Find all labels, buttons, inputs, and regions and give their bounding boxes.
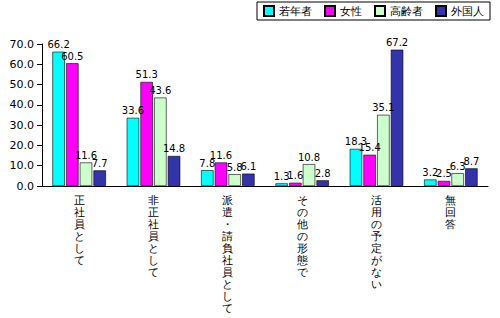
svg-text:0.0: 0.0	[17, 180, 35, 193]
svg-text:派: 派	[222, 193, 234, 207]
svg-text:正: 正	[148, 205, 159, 219]
svg-text:1.3: 1.3	[273, 170, 290, 182]
svg-text:30.0: 30.0	[10, 119, 35, 132]
svg-text:し: し	[73, 241, 85, 255]
svg-text:15.4: 15.4	[359, 142, 381, 153]
svg-text:5.8: 5.8	[226, 161, 243, 173]
svg-text:定: 定	[371, 241, 382, 255]
svg-text:60.5: 60.5	[61, 51, 83, 62]
svg-text:な: な	[371, 265, 382, 279]
svg-text:3.2: 3.2	[422, 167, 439, 178]
svg-text:他: 他	[296, 217, 308, 231]
svg-text:50.0: 50.0	[10, 78, 35, 91]
svg-text:遣: 遣	[222, 205, 234, 219]
svg-text:若年者: 若年者	[279, 5, 312, 18]
svg-text:70.0: 70.0	[10, 38, 35, 51]
svg-text:非: 非	[148, 193, 159, 207]
svg-text:活: 活	[371, 193, 382, 207]
svg-text:20.0: 20.0	[10, 139, 35, 152]
svg-text:60.0: 60.0	[10, 58, 35, 71]
svg-text:請: 請	[222, 229, 234, 243]
svg-text:1.6: 1.6	[287, 170, 303, 181]
svg-text:員: 員	[222, 265, 234, 279]
svg-text:8.7: 8.7	[463, 156, 479, 167]
svg-text:態: 態	[296, 253, 308, 267]
svg-text:6.1: 6.1	[240, 161, 256, 172]
svg-text:て: て	[148, 266, 159, 279]
svg-text:18.3: 18.3	[344, 136, 368, 148]
svg-text:無: 無	[445, 193, 457, 207]
svg-text:と: と	[148, 241, 159, 255]
svg-text:14.8: 14.8	[163, 143, 185, 154]
svg-text:51.3: 51.3	[136, 69, 158, 80]
svg-text:正: 正	[73, 193, 85, 207]
svg-text:て: て	[222, 302, 233, 315]
svg-text:答: 答	[445, 218, 456, 231]
svg-text:で: で	[297, 266, 309, 279]
svg-text:員: 員	[73, 217, 85, 231]
svg-text:が: が	[371, 253, 382, 267]
svg-text:て: て	[74, 254, 85, 267]
svg-text:43.6: 43.6	[149, 85, 171, 96]
svg-text:社: 社	[73, 205, 85, 219]
svg-text:予: 予	[371, 229, 382, 243]
svg-text:10.0: 10.0	[10, 159, 35, 172]
svg-text:33.6: 33.6	[122, 105, 144, 116]
svg-text:67.2: 67.2	[386, 37, 408, 48]
svg-text:外国人: 外国人	[451, 5, 484, 18]
svg-text:35.1: 35.1	[372, 102, 394, 113]
svg-text:回: 回	[445, 205, 457, 219]
svg-text:形: 形	[296, 241, 308, 255]
svg-text:負: 負	[222, 241, 234, 255]
svg-text:そ: そ	[296, 193, 308, 207]
svg-text:し: し	[148, 253, 159, 267]
svg-text:社: 社	[222, 253, 234, 267]
svg-text:11.6: 11.6	[74, 150, 98, 161]
svg-text:2.5: 2.5	[436, 168, 452, 180]
svg-text:用: 用	[371, 205, 382, 219]
svg-text:66.2: 66.2	[47, 39, 69, 50]
svg-text:7.7: 7.7	[92, 158, 108, 169]
svg-text:し: し	[222, 289, 234, 303]
svg-text:員: 員	[148, 229, 159, 243]
svg-text:女性: 女性	[340, 5, 362, 18]
svg-text:の: の	[371, 217, 382, 231]
svg-text:と: と	[73, 229, 85, 243]
svg-text:高齢者: 高齢者	[390, 5, 423, 18]
svg-text:11.6: 11.6	[210, 150, 232, 161]
svg-text:と: と	[222, 277, 234, 291]
svg-text:7.8: 7.8	[199, 157, 216, 169]
svg-text:10.8: 10.8	[298, 152, 320, 163]
svg-text:2.8: 2.8	[315, 168, 331, 179]
svg-text:40.0: 40.0	[10, 98, 35, 111]
svg-text:社: 社	[148, 217, 159, 231]
svg-text:の: の	[296, 229, 308, 243]
svg-text:6.3: 6.3	[449, 160, 466, 172]
svg-text:い: い	[371, 278, 382, 291]
svg-text:の: の	[296, 205, 308, 219]
